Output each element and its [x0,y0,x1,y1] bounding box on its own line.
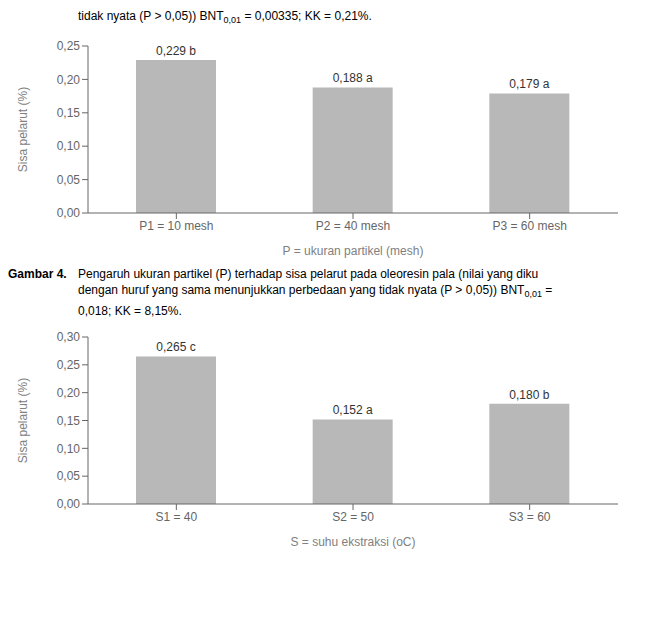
svg-text:0,10: 0,10 [57,140,81,154]
svg-text:Sisa pelarut (%): Sisa pelarut (%) [16,378,30,463]
svg-text:0,10: 0,10 [57,441,81,455]
svg-text:P = ukuran partikel (mesh): P = ukuran partikel (mesh) [283,244,424,258]
svg-text:0,25: 0,25 [57,40,81,54]
svg-text:0,15: 0,15 [57,414,81,428]
svg-text:0,00: 0,00 [57,497,81,511]
svg-text:0,00: 0,00 [57,207,81,221]
svg-text:0,30: 0,30 [57,330,81,344]
svg-text:Sisa pelarut (%): Sisa pelarut (%) [16,87,30,172]
svg-text:0,179 a: 0,179 a [509,78,549,92]
html-text:Pengaruh ukuran partikel (P) t: Pengaruh ukuran partikel (P) terhadap si… [78,267,539,282]
svg-text:P2 = 40 mesh: P2 = 40 mesh [316,219,390,233]
svg-text:0,20: 0,20 [57,73,81,87]
svg-text:S = suhu ekstraksi (oC): S = suhu ekstraksi (oC) [290,535,415,549]
svg-text:S2 = 50: S2 = 50 [332,509,374,523]
html-text:dengan huruf yang sama menunju: dengan huruf yang sama menunjukkan perbe… [78,283,553,300]
svg-text:0,229 b: 0,229 b [156,44,196,58]
svg-text:0,265 c: 0,265 c [156,340,195,354]
svg-text:0,188 a: 0,188 a [333,72,373,86]
svg-text:0,180 b: 0,180 b [509,388,549,402]
svg-text:S1 = 40: S1 = 40 [155,509,197,523]
svg-text:0,152 a: 0,152 a [333,403,373,417]
svg-text:0,15: 0,15 [57,106,81,120]
svg-text:P1 = 10 mesh: P1 = 10 mesh [139,219,213,233]
svg-text:S3 = 60: S3 = 60 [509,509,551,523]
svg-text:0,25: 0,25 [57,358,81,372]
svg-text:0,05: 0,05 [57,469,81,483]
html-text:Gambar 4.: Gambar 4. [8,267,67,282]
html-text:0,018; KK = 8,15%.: 0,018; KK = 8,15%. [78,303,182,318]
html-text:tidak nyata (P > 0,05)) BNT0,0: tidak nyata (P > 0,05)) BNT0,01= 0,00335… [78,9,372,26]
svg-text:0,05: 0,05 [57,173,81,187]
svg-text:P3 = 60 mesh: P3 = 60 mesh [492,219,566,233]
svg-text:0,20: 0,20 [57,386,81,400]
